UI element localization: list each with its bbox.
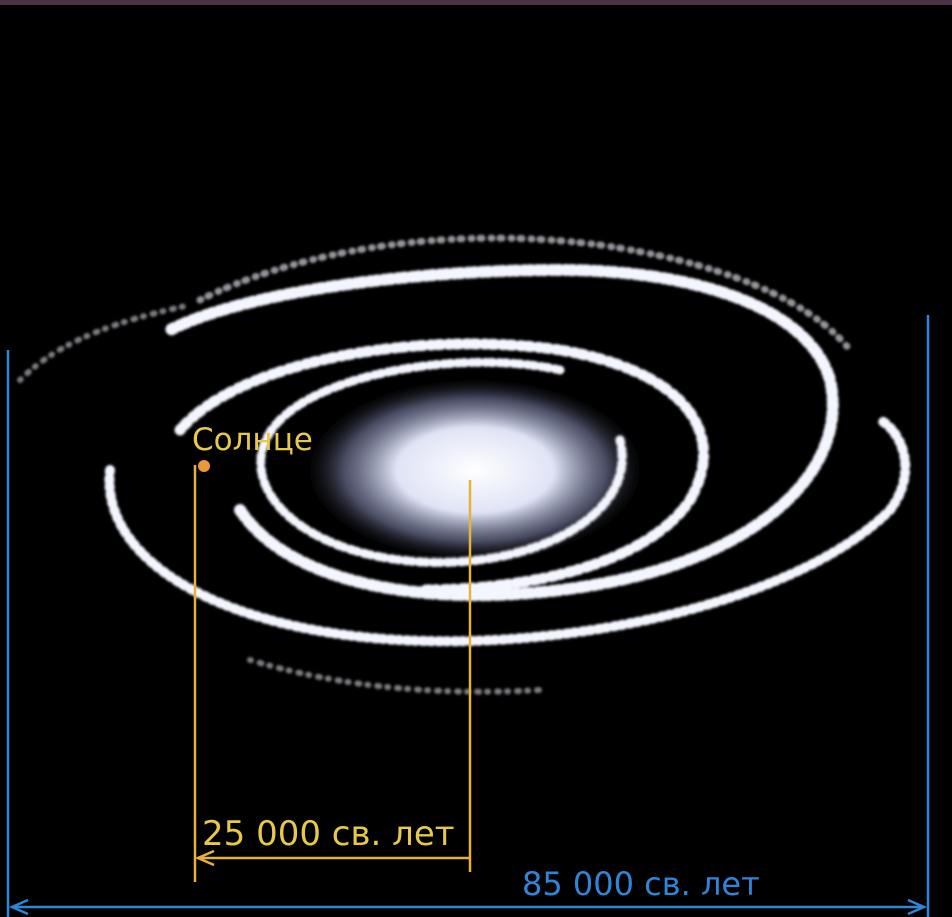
arrow-head-right <box>907 898 928 916</box>
sun-label: Солнце <box>192 422 313 458</box>
top-bar <box>0 0 952 5</box>
arm-faint <box>196 234 854 354</box>
arrow-head <box>194 849 215 867</box>
sun-distance-label: 25 000 св. лет <box>202 814 455 854</box>
arm-inner <box>256 357 627 567</box>
spiral-arms <box>17 234 911 695</box>
arm-faint-left <box>17 302 193 383</box>
galaxy-core <box>300 375 650 565</box>
arm-outer <box>164 263 839 602</box>
diameter-label: 85 000 св. лет <box>522 865 760 903</box>
arm-middle <box>174 338 710 596</box>
arrow-head-left <box>8 898 29 916</box>
diameter-marker <box>6 315 930 917</box>
arm-far <box>104 415 911 647</box>
sun-distance-marker <box>193 465 472 882</box>
arm-faint-bottom <box>247 657 543 695</box>
sun-dot <box>198 460 210 472</box>
